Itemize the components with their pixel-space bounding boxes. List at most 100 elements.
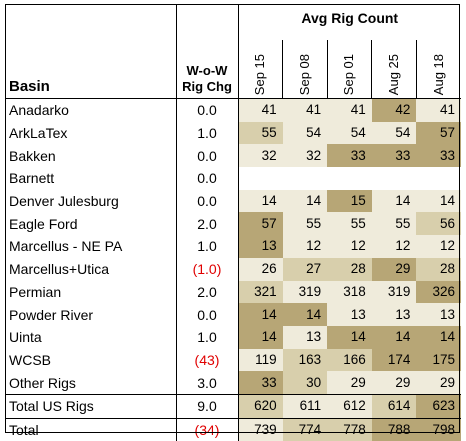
rig-count-cell: 14 [372, 326, 417, 349]
rig-count-cell: 319 [283, 281, 328, 304]
wow-rig-change-header: W-o-W Rig Chg [176, 4, 238, 99]
rig-count-cell: 13 [283, 326, 328, 349]
rig-count-cell: 14 [372, 190, 417, 213]
rig-count-cell: 14 [283, 303, 328, 326]
wow-change-value: 0.0 [176, 144, 238, 167]
rig-count-cell: 28 [416, 258, 461, 281]
rig-count-cell: 27 [283, 258, 328, 281]
wow-change-value: 0.0 [176, 190, 238, 213]
date-header: Aug 18 [416, 40, 461, 99]
wow-change-value: 0.0 [176, 167, 238, 190]
rig-count-cell: 30 [283, 371, 328, 394]
rig-count-cell: 620 [238, 394, 283, 418]
rig-count-cell: 14 [416, 190, 461, 213]
rig-count-cell: 12 [327, 235, 372, 258]
wow-change-value: (34) [176, 418, 238, 441]
wow-change-value: 1.0 [176, 326, 238, 349]
rig-count-cell: 14 [238, 190, 283, 213]
date-label: Aug 25 [386, 54, 402, 95]
rig-count-cell: 739 [238, 418, 283, 441]
rig-count-cell: 55 [283, 212, 328, 235]
rig-count-cell: 13 [416, 303, 461, 326]
wow-change-value: 9.0 [176, 394, 238, 418]
rig-count-cell: 41 [327, 99, 372, 122]
rig-count-cell: 612 [327, 394, 372, 418]
wow-change-value: (1.0) [176, 258, 238, 281]
rig-count-cell: 14 [238, 326, 283, 349]
basin-name: Total [5, 418, 176, 441]
basin-name: Powder River [5, 303, 176, 326]
rig-count-cell: 41 [283, 99, 328, 122]
basin-name: Other Rigs [5, 371, 176, 394]
wow-change-value: 2.0 [176, 281, 238, 304]
rig-count-cell: 56 [416, 212, 461, 235]
rig-count-cell [327, 167, 372, 190]
rig-count-cell: 29 [372, 371, 417, 394]
rig-count-cell: 13 [238, 235, 283, 258]
basin-name: Eagle Ford [5, 212, 176, 235]
rig-count-cell: 326 [416, 281, 461, 304]
date-header: Sep 15 [238, 40, 283, 99]
rig-count-cell: 54 [327, 122, 372, 145]
date-label: Sep 08 [297, 54, 313, 95]
date-label: Sep 15 [252, 54, 268, 95]
wow-change-value: 1.0 [176, 235, 238, 258]
rig-count-cell: 611 [283, 394, 328, 418]
rig-count-cell: 163 [283, 349, 328, 372]
date-label: Sep 01 [341, 54, 357, 95]
rig-count-cell: 26 [238, 258, 283, 281]
rig-count-cell: 15 [327, 190, 372, 213]
wow-header-line2: Rig Chg [177, 79, 238, 95]
rig-count-cell: 119 [238, 349, 283, 372]
rig-count-cell: 166 [327, 349, 372, 372]
rig-count-cell: 13 [327, 303, 372, 326]
wow-change-value: 0.0 [176, 99, 238, 122]
wow-change-value: 1.0 [176, 122, 238, 145]
date-header: Sep 01 [327, 40, 372, 99]
wow-header-line1: W-o-W [177, 63, 238, 79]
avg-rig-count-header: Avg Rig Count [238, 4, 461, 40]
rig-count-cell: 798 [416, 418, 461, 441]
rig-count-cell: 28 [327, 258, 372, 281]
rig-count-cell: 14 [416, 326, 461, 349]
rig-count-cell: 321 [238, 281, 283, 304]
rig-count-cell: 29 [416, 371, 461, 394]
rig-count-cell: 42 [372, 99, 417, 122]
rig-count-cell: 13 [372, 303, 417, 326]
wow-change-value: 3.0 [176, 371, 238, 394]
rig-count-cell: 41 [416, 99, 461, 122]
rig-count-cell: 54 [283, 122, 328, 145]
rig-count-cell: 54 [372, 122, 417, 145]
rig-count-cell: 319 [372, 281, 417, 304]
basin-name: WCSB [5, 349, 176, 372]
rig-count-cell: 32 [283, 144, 328, 167]
rig-count-cell: 318 [327, 281, 372, 304]
rig-count-cell: 12 [283, 235, 328, 258]
rig-count-cell: 55 [372, 212, 417, 235]
rig-count-cell: 33 [372, 144, 417, 167]
rig-count-cell: 788 [372, 418, 417, 441]
basin-name: Total US Rigs [5, 394, 176, 418]
rig-count-cell [372, 167, 417, 190]
rig-count-cell: 32 [238, 144, 283, 167]
rig-count-table: Basin W-o-W Rig Chg Avg Rig Count Sep 15… [5, 4, 461, 441]
wow-change-value: 0.0 [176, 303, 238, 326]
rig-count-cell: 14 [283, 190, 328, 213]
basin-name: Marcellus - NE PA [5, 235, 176, 258]
basin-name: Barnett [5, 167, 176, 190]
date-header: Sep 08 [283, 40, 328, 99]
